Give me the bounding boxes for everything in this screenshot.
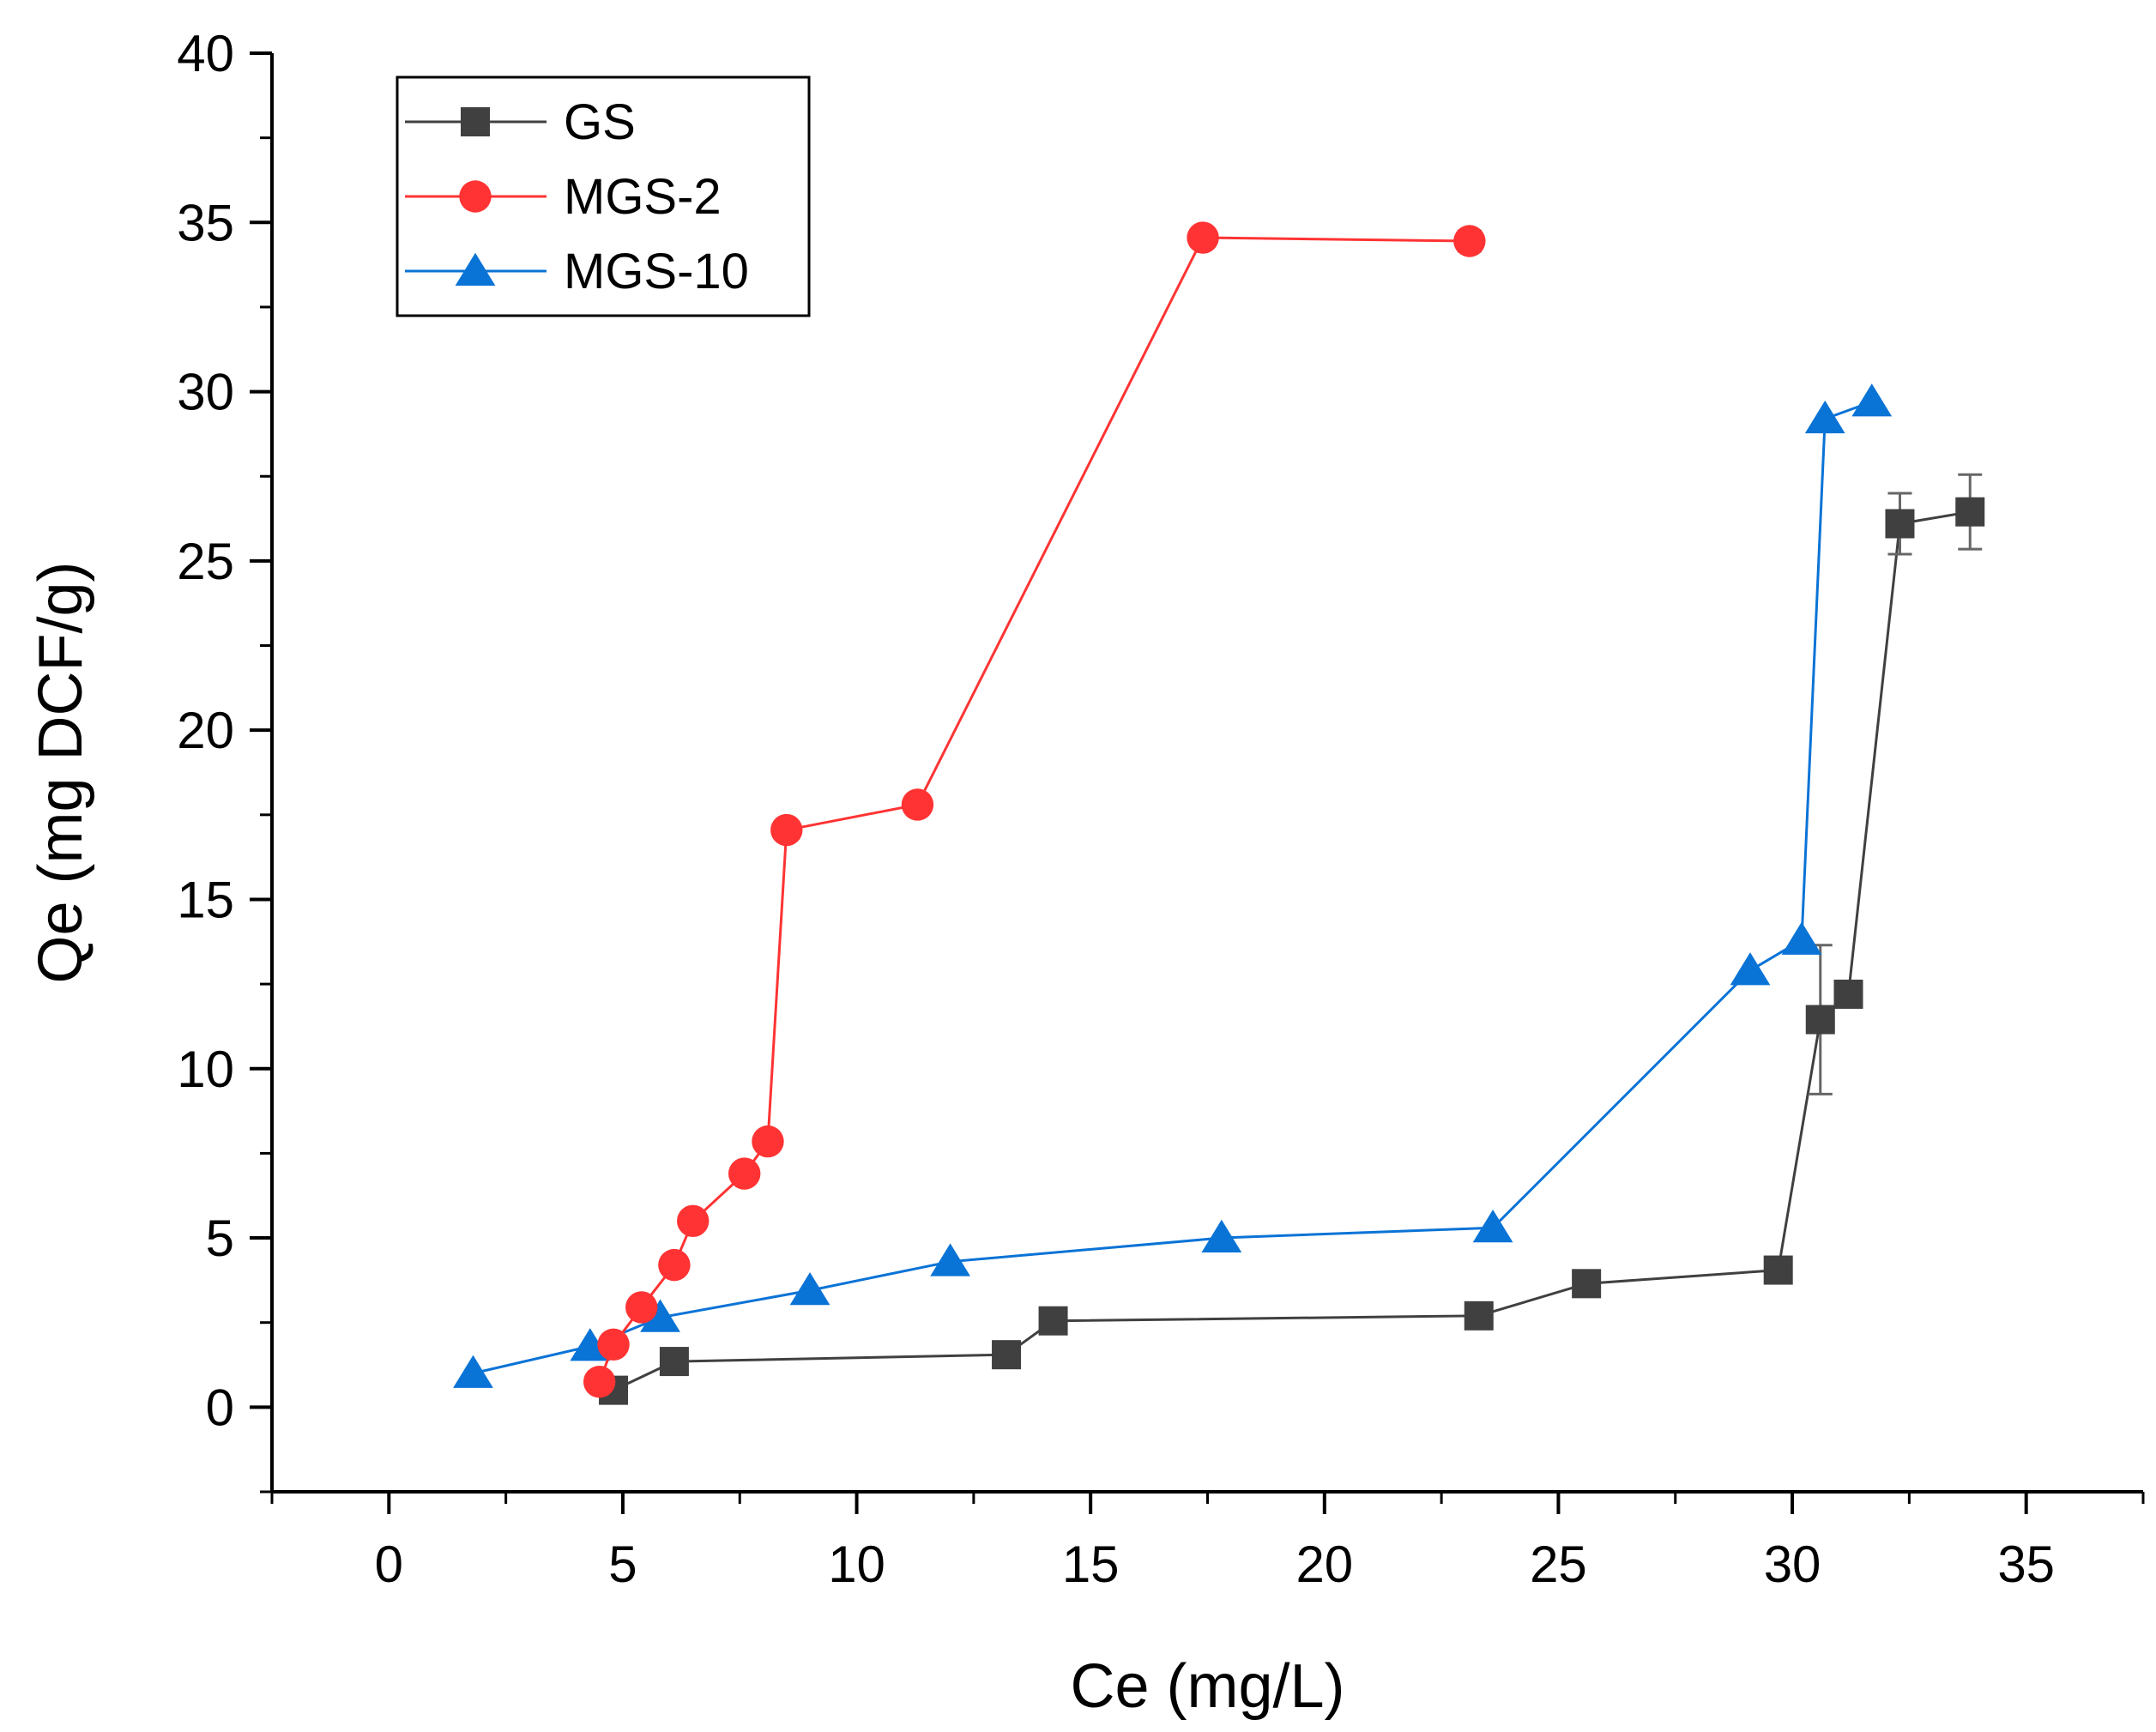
data-point-mgs-2 xyxy=(752,1125,784,1158)
data-point-gs xyxy=(659,1347,689,1377)
data-point-mgs-10 xyxy=(1472,1209,1513,1243)
series-mgs-10 xyxy=(453,383,1893,1388)
legend-items: GS MGS-2 MGS-10 xyxy=(405,94,749,299)
data-point-mgs-2 xyxy=(1453,225,1486,257)
data-point-gs xyxy=(1572,1269,1602,1299)
y-tick-label: 5 xyxy=(206,1210,234,1267)
data-point-mgs-10 xyxy=(1851,383,1893,417)
data-point-mgs-10 xyxy=(1201,1219,1242,1253)
legend-item-mgs-10: MGS-10 xyxy=(405,244,749,299)
legend-label: GS xyxy=(564,94,636,150)
legend-label: MGS-10 xyxy=(564,244,749,299)
data-point-gs xyxy=(1833,979,1863,1009)
data-point-mgs-2 xyxy=(728,1157,761,1190)
legend-marker xyxy=(459,180,492,213)
axes: 0 5 10 15 20 25 30 35 0 5 10 15 20 25 30 35 40 xyxy=(177,25,2145,1593)
data-point-mgs-2 xyxy=(625,1291,658,1324)
x-tick-label: 20 xyxy=(1295,1536,1353,1593)
x-tick-label: 15 xyxy=(1062,1536,1120,1593)
y-tick-label: 0 xyxy=(206,1379,234,1436)
y-ticks: 0 5 10 15 20 25 30 35 40 xyxy=(177,25,272,1494)
y-tick-label: 20 xyxy=(177,702,234,759)
y-tick-label: 10 xyxy=(177,1041,234,1098)
data-point-gs xyxy=(992,1340,1022,1370)
legend-item-gs: GS xyxy=(405,94,636,150)
y-tick-label: 15 xyxy=(177,871,234,928)
data-point-gs xyxy=(1464,1301,1494,1331)
legend-label: MGS-2 xyxy=(564,169,722,225)
data-point-gs xyxy=(1805,1005,1835,1035)
data-point-mgs-2 xyxy=(597,1328,630,1361)
x-tick-label: 10 xyxy=(828,1536,885,1593)
series-gs xyxy=(599,473,1985,1405)
y-tick-label: 30 xyxy=(177,364,234,421)
y-tick-label: 35 xyxy=(177,194,234,251)
y-axis-title: Qe (mg DCF/g) xyxy=(27,561,95,983)
data-point-gs xyxy=(1763,1255,1793,1285)
data-point-mgs-10 xyxy=(1781,921,1822,955)
x-tick-label: 0 xyxy=(375,1536,403,1593)
legend-item-mgs-2: MGS-2 xyxy=(405,169,722,225)
data-point-mgs-2 xyxy=(583,1366,616,1398)
data-point-gs xyxy=(1885,509,1915,539)
data-point-gs xyxy=(1955,497,1985,527)
x-tick-label: 35 xyxy=(1997,1536,2055,1593)
data-point-mgs-2 xyxy=(770,813,803,847)
data-point-mgs-10 xyxy=(789,1271,830,1306)
series-mgs-2 xyxy=(583,221,1486,1398)
x-ticks: 0 5 10 15 20 25 30 35 xyxy=(270,1492,2145,1593)
data-point-mgs-2 xyxy=(658,1248,691,1282)
data-point-mgs-2 xyxy=(677,1204,710,1238)
data-point-mgs-2 xyxy=(1187,221,1219,254)
series-layer xyxy=(453,221,1985,1405)
data-point-mgs-10 xyxy=(640,1299,680,1332)
x-tick-label: 25 xyxy=(1530,1536,1587,1593)
x-axis-title: Ce (mg/L) xyxy=(1070,1652,1344,1721)
data-point-mgs-2 xyxy=(901,788,934,821)
y-tick-label: 25 xyxy=(177,533,234,590)
x-tick-label: 30 xyxy=(1764,1536,1821,1593)
x-tick-label: 5 xyxy=(608,1536,637,1593)
y-tick-label: 40 xyxy=(177,25,234,82)
series-line-mgs-2 xyxy=(598,236,1470,1383)
legend-marker xyxy=(461,107,490,136)
data-point-mgs-10 xyxy=(453,1355,493,1388)
legend-marker xyxy=(455,252,496,286)
data-point-mgs-10 xyxy=(930,1243,970,1276)
data-point-mgs-10 xyxy=(1804,400,1845,434)
legend: GS MGS-2 MGS-10 xyxy=(396,75,811,317)
data-point-mgs-10 xyxy=(1730,952,1771,986)
data-point-gs xyxy=(1038,1306,1068,1336)
